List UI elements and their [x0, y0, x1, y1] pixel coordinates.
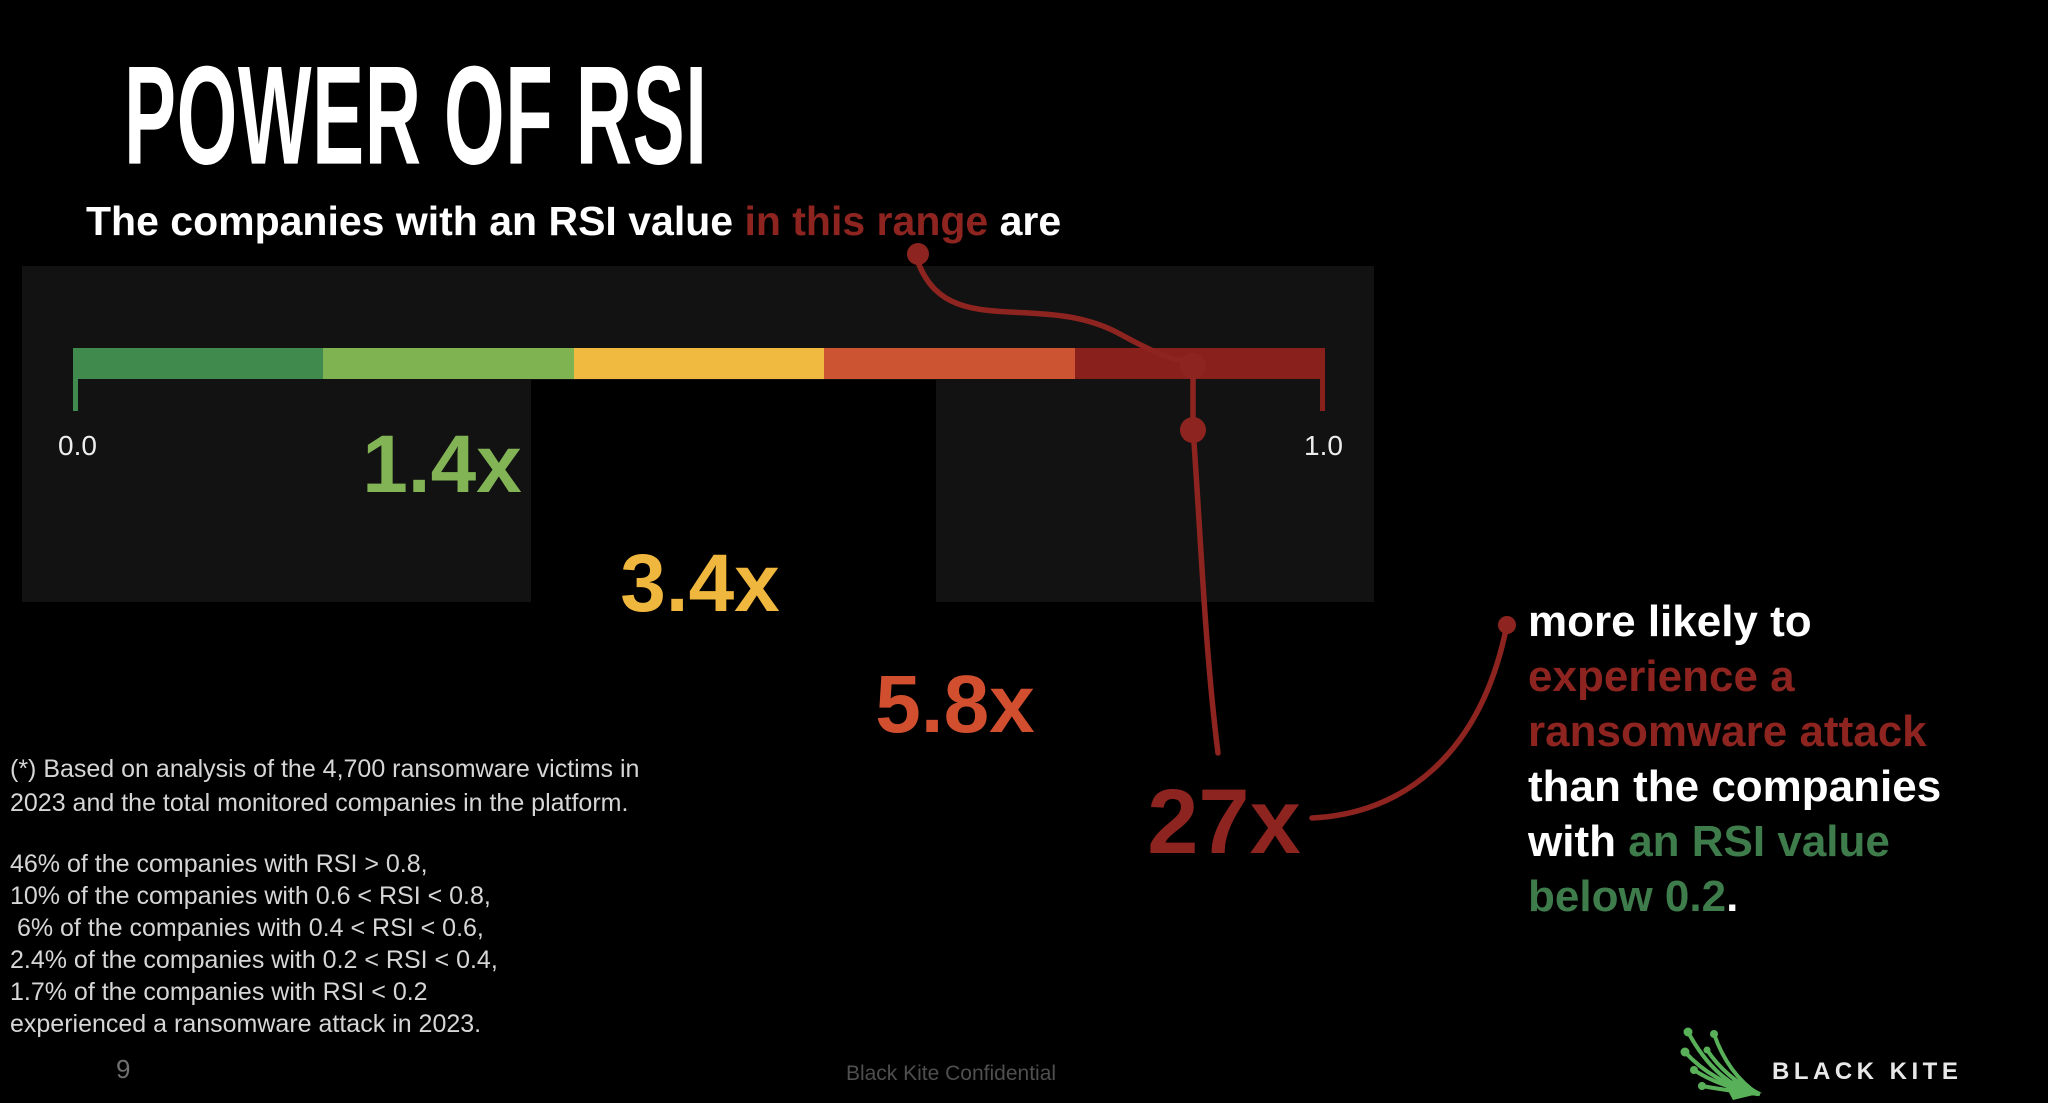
multiplier-label-5-8x: 5.8x: [875, 659, 1035, 750]
multiplier-label-3-4x: 3.4x: [620, 538, 780, 629]
multiplier-label-27x: 27x: [1147, 771, 1301, 873]
axis-label-min: 0.0: [58, 430, 97, 461]
footnote-line: 2023 and the total monitored companies i…: [10, 789, 629, 817]
chart-panel-bottom-right: [936, 380, 1374, 602]
footnote-stat-line: experienced a ransomware attack in 2023.: [10, 1010, 482, 1038]
right-note-line: more likely to: [1528, 597, 1812, 646]
right-note-line: with an RSI value: [1528, 817, 1890, 866]
footnote-stat-line: 10% of the companies with 0.6 < RSI < 0.…: [10, 882, 491, 910]
scale-segment-light-green: [323, 348, 574, 379]
subtitle-text-pre: The companies with an RSI value: [86, 198, 745, 244]
scale-segment-dark-green: [73, 348, 324, 379]
right-note: more likely to experience a ransomware a…: [1528, 594, 1941, 924]
logo-kite-icon: [1680, 1027, 1762, 1100]
scale-tick-min: [73, 379, 78, 411]
scale-segment-dark-red: [1074, 348, 1326, 379]
confidential-label: Black Kite Confidential: [845, 1062, 1057, 1085]
footnote-stat-line: 1.7% of the companies with RSI < 0.2: [10, 978, 428, 1006]
connector-curve-27x-to-note: [1309, 631, 1508, 821]
right-note-line: below 0.2.: [1528, 872, 1739, 921]
scale-segment-orange: [824, 348, 1075, 379]
chart-panel-bottom-left: [22, 380, 531, 602]
rsi-scale-bar: [73, 348, 1326, 379]
scale-tick-max: [1320, 379, 1325, 411]
slide-title: POWER OF RSI: [124, 36, 708, 194]
subtitle-text-post: are: [988, 198, 1062, 244]
footnote-stat-line: 46% of the companies with RSI > 0.8,: [10, 850, 428, 878]
footnote-line: (*) Based on analysis of the 4,700 ranso…: [10, 755, 640, 783]
right-note-line: ransomware attack: [1528, 707, 1927, 756]
connector-dot-note: [1498, 616, 1516, 634]
logo-wordmark: BLACK KITE: [1772, 1058, 1963, 1085]
axis-label-max: 1.0: [1304, 430, 1343, 461]
right-note-line: than the companies: [1528, 762, 1942, 811]
footnote-stat-line: 6% of the companies with 0.4 < RSI < 0.6…: [10, 914, 484, 942]
multiplier-label-1-4x: 1.4x: [362, 419, 522, 510]
scale-segment-yellow: [573, 348, 825, 379]
connector-dot-subtitle: [907, 243, 929, 265]
right-note-line: experience a: [1528, 652, 1795, 701]
subtitle-highlight: in this range: [744, 198, 989, 244]
page-number: 9: [116, 1054, 131, 1084]
footnote: (*) Based on analysis of the 4,700 ranso…: [10, 752, 639, 1040]
footnote-stat-line: 2.4% of the companies with 0.2 < RSI < 0…: [10, 946, 498, 974]
subtitle: The companies with an RSI value in this …: [86, 198, 1061, 245]
